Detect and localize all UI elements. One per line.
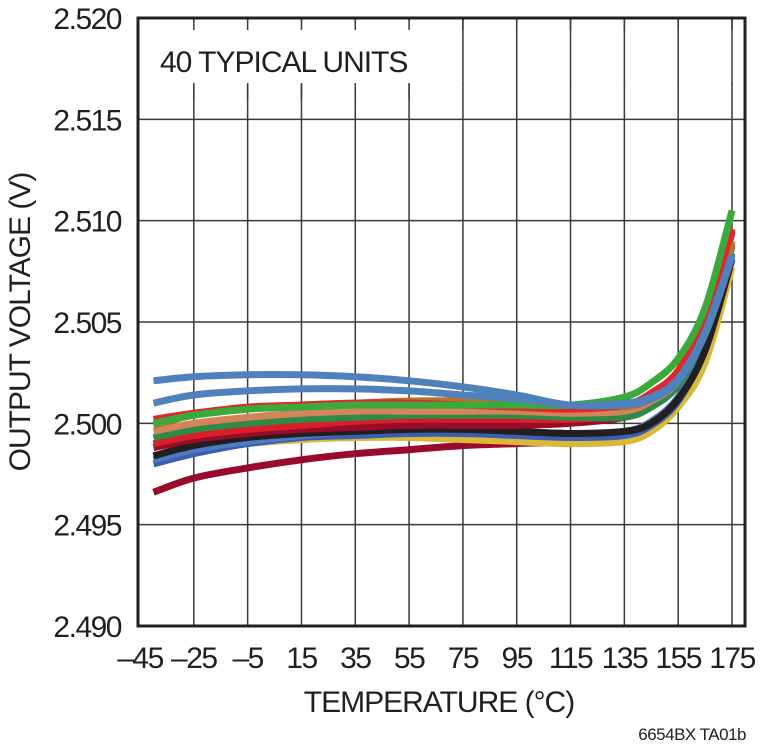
figure-id-label: 6654BX TA01b (638, 725, 746, 744)
x-tick-label: 95 (502, 642, 533, 675)
x-tick-label: 135 (602, 642, 648, 675)
curve-unit-maroon-low (152, 244, 736, 496)
x-tick-label: 55 (394, 642, 425, 675)
y-tick-label: 2.505 (53, 307, 121, 340)
x-tick-label: 115 (549, 642, 593, 675)
y-axis-title: OUTPUT VOLTAGE (V) (4, 173, 37, 472)
x-axis-tick-labels: –45 –25 –5 15 35 55 75 95 115 135 155 175 (117, 642, 757, 675)
y-tick-label: 2.490 (53, 611, 121, 644)
x-tick-label: 175 (709, 642, 755, 675)
x-tick-label: –25 (171, 642, 217, 675)
x-tick-label: 35 (340, 642, 371, 675)
curve-unit-black (152, 258, 736, 460)
x-tick-label: –45 (117, 642, 163, 675)
y-tick-label: 2.500 (53, 408, 121, 441)
annotation-background (140, 21, 743, 83)
x-tick-label: 75 (448, 642, 479, 675)
curve-unit-blue-top (153, 253, 736, 410)
y-tick-label: 2.520 (53, 3, 121, 36)
curve-unit-green-bright (152, 209, 736, 427)
y-tick-label: 2.515 (53, 104, 121, 137)
x-axis-title: TEMPERATURE (°C) (304, 686, 574, 719)
y-tick-label: 2.510 (53, 206, 121, 239)
y-tick-label: 2.495 (53, 510, 121, 543)
data-curves (152, 209, 736, 496)
annotation-40-typical-units: 40 TYPICAL UNITS (160, 46, 407, 79)
plot-frame (136, 16, 747, 628)
x-tick-label: 155 (655, 642, 701, 675)
x-tick-label: 15 (286, 642, 317, 675)
y-axis-tick-labels: 2.490 2.495 2.500 2.505 2.510 2.515 2.520 (53, 3, 123, 644)
plot-grid (138, 17, 745, 627)
x-tick-label: –5 (232, 642, 263, 675)
